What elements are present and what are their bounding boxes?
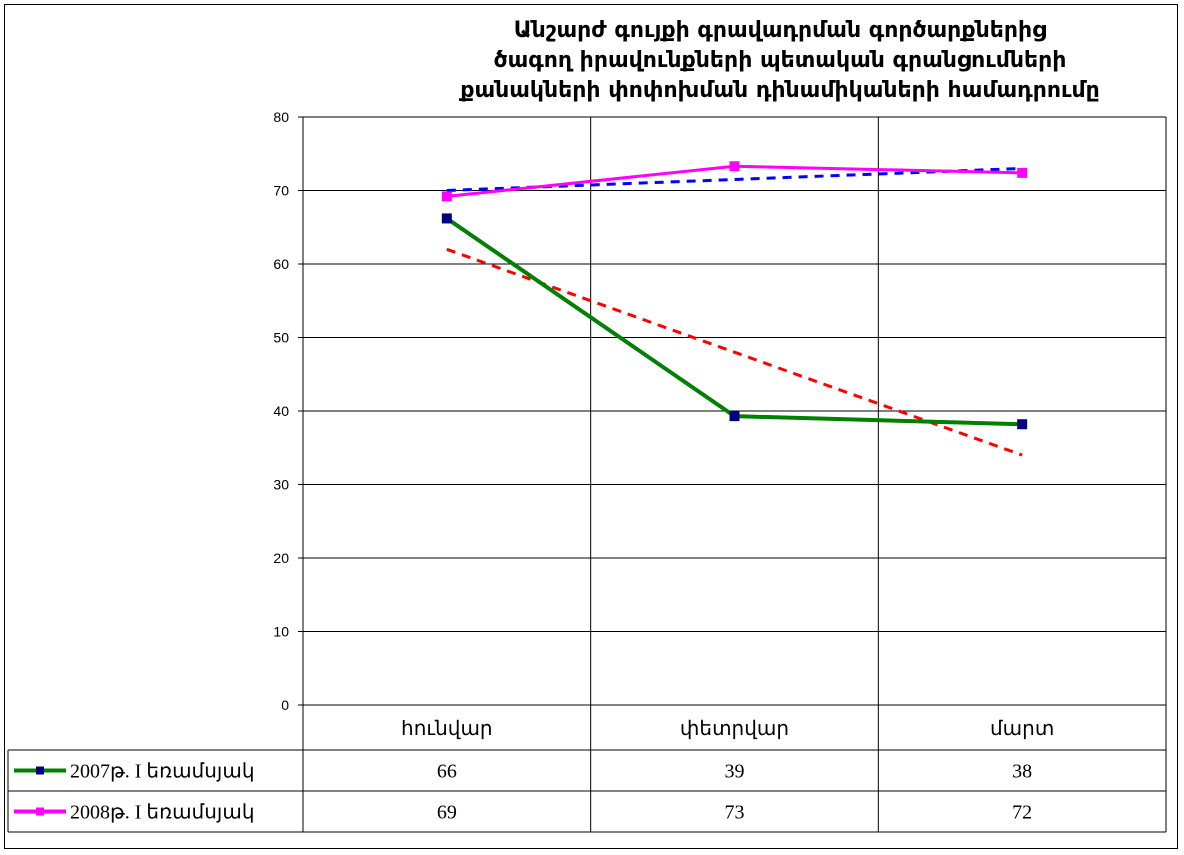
y-tick-label: 70 [273, 183, 289, 199]
y-tick-label: 60 [273, 256, 289, 272]
data-point [729, 161, 740, 172]
chart-title-line-2: ծագող իրավունքների պետական գրանցումների [493, 48, 1067, 73]
y-tick-label: 30 [273, 477, 289, 493]
data-point [1017, 167, 1028, 178]
category-label: փետրվար [680, 718, 789, 740]
table-value: 73 [725, 802, 745, 824]
legend-series-name: 2007թ. I եռամսյակ [70, 761, 255, 783]
data-point [441, 213, 452, 224]
y-tick-label: 80 [273, 109, 289, 125]
y-tick-label: 10 [273, 624, 289, 640]
y-tick-label: 0 [281, 697, 289, 713]
category-label: հունվար [401, 718, 493, 740]
legend-key-marker [36, 766, 44, 775]
table-value: 66 [437, 761, 457, 783]
data-point [729, 411, 740, 422]
chart-title: Անշարժ գույքի գրավադրման գործարքներից ծա… [400, 16, 1160, 106]
data-point [1017, 419, 1028, 430]
table-value: 39 [725, 761, 745, 783]
series-line [445, 216, 1023, 427]
y-tick-label: 50 [273, 330, 289, 346]
chart-title-line-1: Անշարժ գույքի գրավադրման գործարքներից [513, 18, 1047, 43]
y-axis: 0 10 20 30 40 50 60 70 80 [273, 109, 303, 713]
table-value: 38 [1012, 761, 1032, 783]
chart-title-line-3: քանակների փոփոխման դինամիկաների համադրու… [460, 78, 1100, 103]
legend-key-marker [36, 807, 44, 816]
category-label: մարտ [990, 718, 1054, 740]
series-lines [441, 161, 1028, 430]
table-value: 69 [437, 802, 457, 824]
legend-series-name: 2008թ. I եռամսյակ [70, 802, 255, 824]
y-tick-label: 20 [273, 550, 289, 566]
data-point [441, 191, 452, 202]
data-table: հունվար փետրվար մարտ 2007թ. I եռամսյակ 66 39 3… [7, 705, 1167, 833]
table-value: 72 [1012, 802, 1032, 824]
y-tick-label: 40 [273, 403, 289, 419]
